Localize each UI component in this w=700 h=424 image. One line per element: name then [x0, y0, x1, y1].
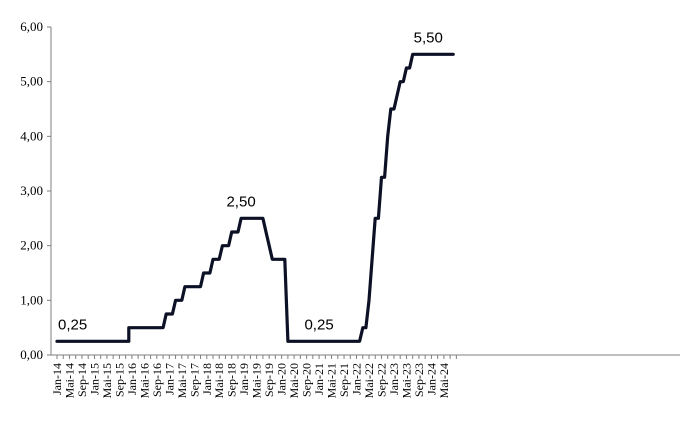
x-tick-label: Mai-19 [250, 363, 264, 398]
x-tick-label: Mai-15 [100, 363, 114, 398]
data-annotation: 0,25 [304, 316, 333, 333]
y-tick-label: 0,00 [20, 347, 43, 362]
x-tick-label: Jan-16 [125, 363, 139, 395]
x-tick-label: Sep-22 [374, 363, 388, 397]
x-tick-label: Mai-23 [399, 363, 413, 398]
y-tick-label: 5,00 [20, 74, 43, 89]
x-tick-label: Jan-24 [424, 363, 438, 395]
y-tick-label: 2,00 [20, 238, 43, 253]
data-annotation: 0,25 [58, 316, 87, 333]
x-tick-label: Mai-18 [212, 363, 226, 398]
chart-axes [50, 27, 680, 356]
annotations: 0,25 2,50 0,25 5,50 [58, 29, 443, 333]
x-tick-label: Sep-15 [112, 363, 126, 397]
y-tick-label: 1,00 [20, 292, 43, 307]
x-tick-label: Sep-21 [337, 363, 351, 397]
x-tick-label: Sep-14 [75, 363, 89, 397]
data-annotation: 2,50 [226, 193, 255, 210]
x-axis-ticks: Jan-14Mai-14Sep-14Jan-15Mai-15Sep-15Jan-… [50, 355, 457, 398]
x-tick-label: Mai-21 [325, 363, 339, 398]
x-tick-label: Jan-15 [87, 363, 101, 395]
y-axis-ticks: 0,00 1,00 2,00 3,00 4,00 5,00 6,00 [20, 19, 51, 362]
x-tick-label: Sep-20 [300, 363, 314, 397]
x-tick-label: Jan-21 [312, 363, 326, 395]
x-tick-label: Jan-18 [200, 363, 214, 395]
y-tick-label: 4,00 [20, 128, 43, 143]
x-tick-label: Mai-24 [437, 363, 451, 398]
y-tick-label: 3,00 [20, 183, 43, 198]
y-tick-label: 6,00 [20, 19, 43, 34]
x-tick-label: Mai-16 [137, 363, 151, 398]
x-tick-label: Jan-19 [237, 363, 251, 395]
x-tick-label: Sep-18 [225, 363, 239, 397]
x-tick-label: Sep-16 [150, 363, 164, 397]
x-tick-label: Jan-23 [387, 363, 401, 395]
x-tick-label: Mai-17 [175, 363, 189, 398]
x-tick-label: Mai-14 [62, 363, 76, 398]
series-line [55, 52, 455, 343]
x-tick-label: Mai-22 [362, 363, 376, 398]
x-tick-label: Jan-20 [275, 363, 289, 395]
data-annotation: 5,50 [414, 29, 443, 46]
x-tick-label: Jan-14 [50, 363, 64, 395]
x-tick-label: Sep-17 [187, 363, 201, 397]
series-group [55, 52, 455, 343]
x-tick-label: Jan-17 [162, 363, 176, 395]
x-tick-label: Jan-22 [350, 363, 364, 395]
x-tick-label: Sep-23 [412, 363, 426, 397]
x-tick-label: Sep-19 [262, 363, 276, 397]
x-tick-label: Mai-20 [287, 363, 301, 398]
